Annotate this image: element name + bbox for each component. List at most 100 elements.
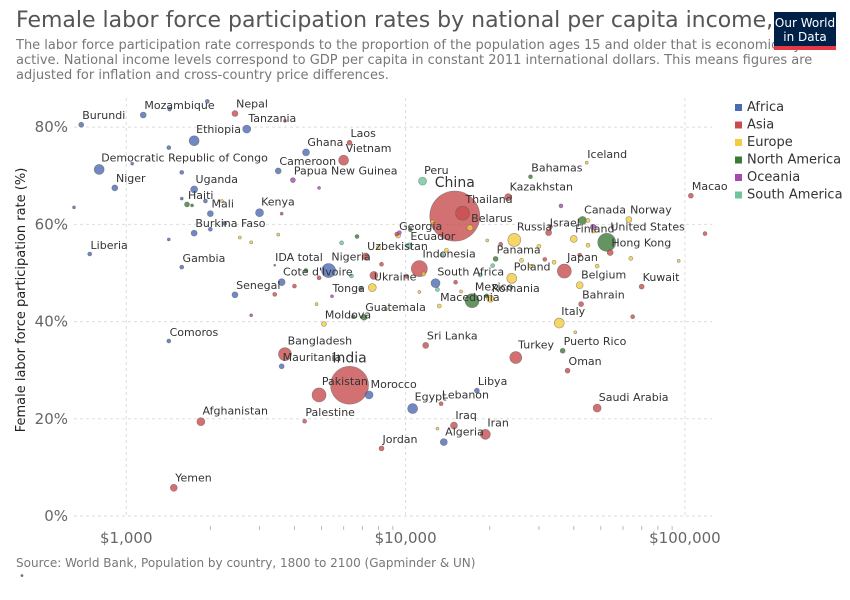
data-point[interactable] [277,278,286,287]
data-point[interactable] [594,263,600,269]
data-point[interactable] [278,363,285,370]
data-point[interactable] [111,184,119,192]
data-point[interactable] [290,177,296,183]
data-point[interactable] [439,252,445,258]
data-point[interactable] [360,313,368,321]
data-point[interactable] [376,244,381,250]
data-point[interactable] [628,256,634,261]
data-point[interactable] [238,235,242,240]
data-point[interactable] [528,263,533,269]
data-point[interactable] [492,256,499,262]
data-point[interactable] [455,205,470,221]
data-point[interactable] [190,229,198,237]
legend-swatch[interactable] [735,139,742,146]
data-point[interactable] [477,272,483,278]
data-point[interactable] [436,303,442,309]
data-point[interactable] [597,233,617,252]
data-point[interactable] [444,247,449,253]
data-point[interactable] [204,99,210,104]
data-point[interactable] [358,286,363,291]
data-point[interactable] [430,219,435,225]
data-point[interactable] [585,242,591,248]
data-point[interactable] [519,258,524,263]
data-point[interactable] [87,251,93,257]
data-point[interactable] [573,330,578,335]
legend-swatch[interactable] [735,191,742,199]
data-point[interactable] [421,271,426,277]
data-point[interactable] [255,208,264,218]
data-point[interactable] [569,235,578,243]
data-point[interactable] [338,154,349,166]
data-point[interactable] [542,257,548,262]
data-point[interactable] [231,110,239,117]
data-point[interactable] [404,274,410,279]
legend[interactable]: Africa Asia Europe North America Oceania Sout… [735,100,843,203]
data-point[interactable] [249,313,253,318]
data-point[interactable] [351,314,356,320]
data-point[interactable] [558,203,564,209]
data-point[interactable] [208,226,213,232]
data-point[interactable] [339,240,344,246]
data-point[interactable] [249,240,253,245]
data-point[interactable] [506,273,518,284]
data-point[interactable] [507,233,522,247]
data-point[interactable] [528,174,533,180]
data-point[interactable] [688,192,694,199]
data-point[interactable] [397,230,402,235]
data-point[interactable] [203,198,208,204]
data-point[interactable] [272,292,278,297]
data-point[interactable] [702,231,708,236]
legend-swatch[interactable] [735,104,742,111]
data-point[interactable] [438,401,444,407]
data-point[interactable] [166,338,172,344]
data-point[interactable] [422,342,429,349]
legend-swatch[interactable] [735,121,742,129]
legend-item-label[interactable]: Europe [747,135,793,150]
data-point[interactable] [551,259,557,265]
data-point[interactable] [317,186,321,190]
data-point[interactable] [485,238,490,243]
data-point[interactable] [231,291,239,299]
data-point[interactable] [184,201,190,208]
legend-swatch[interactable] [735,156,742,164]
data-point[interactable] [93,164,105,175]
data-point[interactable] [407,403,418,414]
data-point[interactable] [130,161,134,166]
data-point[interactable] [591,228,596,234]
data-point[interactable] [490,263,495,268]
data-point[interactable] [439,438,448,446]
data-point[interactable] [638,283,645,290]
data-point[interactable] [166,237,171,242]
data-point[interactable] [190,203,194,208]
data-point[interactable] [207,210,214,217]
data-point[interactable] [484,293,489,299]
data-point[interactable] [450,421,458,430]
data-point[interactable] [405,242,413,250]
data-point[interactable] [179,196,184,201]
data-point[interactable] [190,185,198,194]
legend-item-label[interactable]: North America [747,153,841,168]
data-point[interactable] [196,417,206,427]
legend-item-label[interactable]: Africa [747,100,784,115]
data-point[interactable] [321,263,336,278]
data-point[interactable] [592,403,602,413]
data-point[interactable] [553,317,565,329]
data-point[interactable] [330,365,369,405]
data-point[interactable] [578,301,584,307]
data-point[interactable] [188,135,200,147]
data-point[interactable] [504,193,513,201]
data-point[interactable] [167,106,172,112]
data-point[interactable] [459,289,463,294]
data-point[interactable] [625,216,633,223]
data-point[interactable] [179,170,185,175]
data-point[interactable] [509,351,523,364]
data-point[interactable] [346,139,353,146]
data-point[interactable] [435,287,440,292]
data-point[interactable] [536,243,542,249]
data-point[interactable] [361,252,370,261]
legend-swatch[interactable] [735,174,742,181]
data-point[interactable] [273,263,277,267]
data-point[interactable] [302,148,310,157]
data-point[interactable] [545,229,552,236]
data-point[interactable] [453,279,458,285]
